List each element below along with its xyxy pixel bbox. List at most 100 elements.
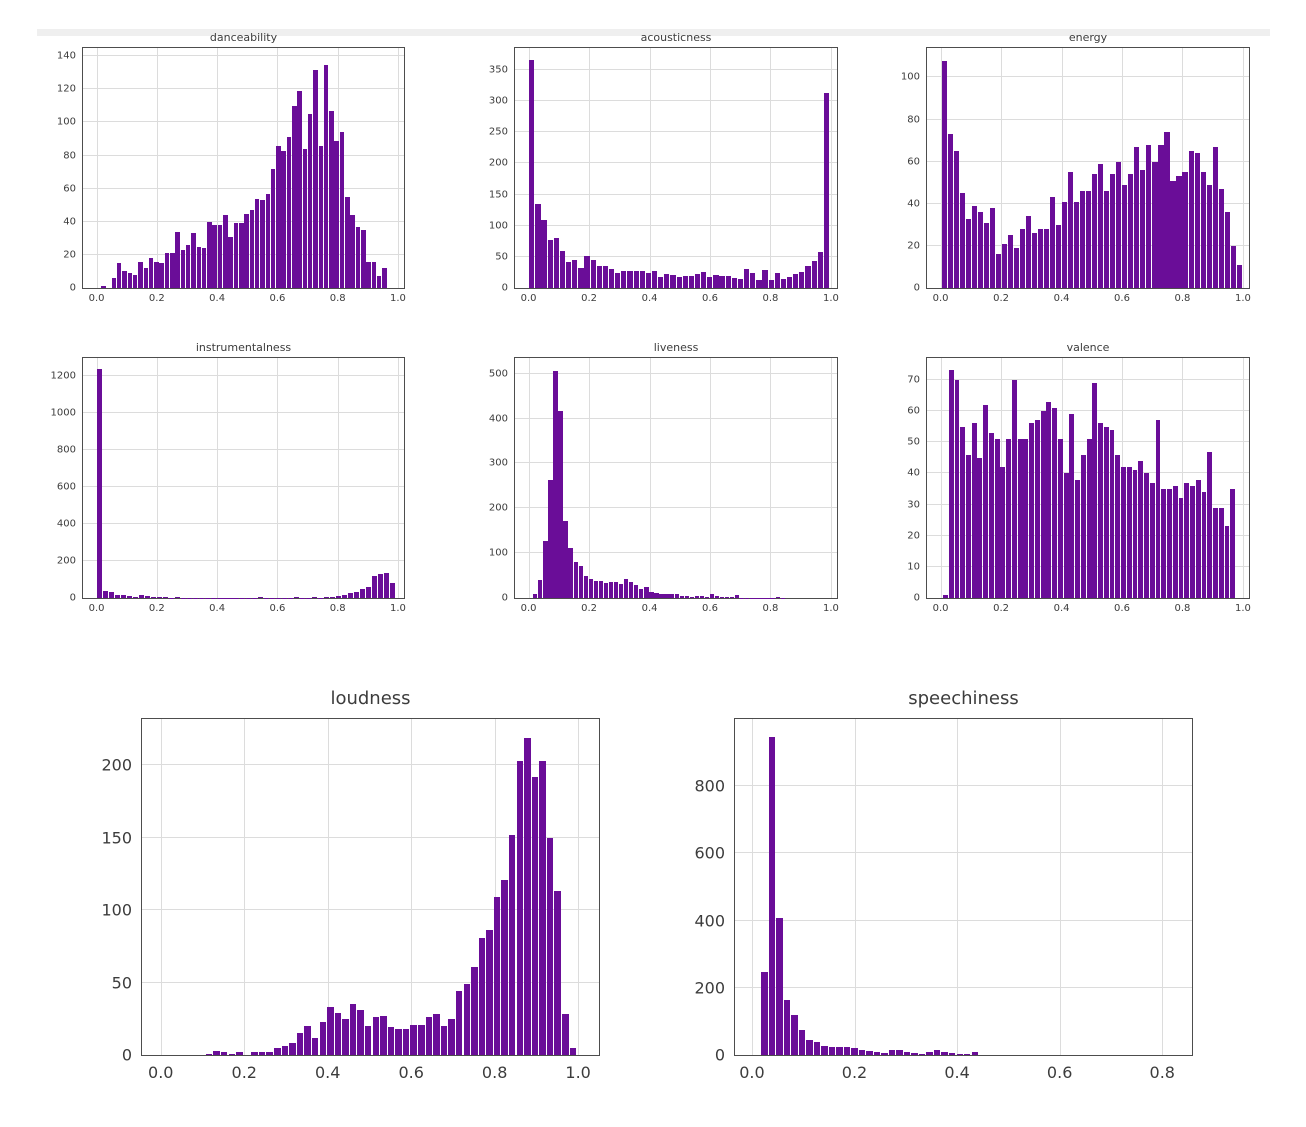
- histogram-bar: [221, 1052, 228, 1055]
- x-tick-label: 0.2: [581, 293, 598, 304]
- plot-area-loudness: 0.0 0.2 0.4 0.6 0.8 1.0 0 50 100 150 200: [101, 718, 600, 1082]
- figure-top-band: [37, 29, 1270, 36]
- histogram-bar: [926, 1052, 933, 1055]
- histogram-bar: [639, 588, 644, 598]
- histogram-bar: [1110, 174, 1116, 288]
- x-gridline: [589, 48, 591, 288]
- histogram-bar: [281, 150, 286, 288]
- histogram-bar: [395, 1028, 402, 1055]
- histogram-bar: [1046, 401, 1052, 598]
- histogram-bar: [342, 1018, 349, 1055]
- y-gridline: [83, 88, 404, 90]
- y-gridline: [83, 154, 404, 156]
- histogram-bar: [566, 262, 572, 288]
- histogram-bar: [562, 1014, 569, 1055]
- chart-title-instrumentalness: instrumentalness: [195, 341, 292, 354]
- y-tick-label: 400: [56, 518, 76, 530]
- histogram-bar: [645, 273, 652, 288]
- plot-area-liveness: 0.0 0.2 0.4 0.6 0.8 1.0 0 100 200 300 400 500: [489, 357, 839, 614]
- histogram-bar: [382, 268, 387, 288]
- histogram-bar: [1164, 132, 1170, 288]
- x-tick-label: 0.4: [1053, 603, 1070, 614]
- histogram-bar: [866, 1050, 873, 1055]
- histogram-bar: [563, 521, 568, 598]
- x-gridline: [1001, 48, 1003, 288]
- histogram-instrumentalness: instrumentalness 0.0 0.2 0.4 0.6 0.8 1.0 0 200 4…: [51, 341, 406, 614]
- histogram-bar: [418, 1024, 425, 1055]
- histogram-bar: [603, 583, 609, 598]
- histogram-bar: [813, 1041, 821, 1055]
- y-gridline: [142, 981, 599, 983]
- y-gridline: [83, 486, 404, 488]
- histogram-bar: [669, 594, 674, 598]
- x-tick-label: 0.2: [993, 293, 1010, 304]
- histogram-bar: [995, 254, 1002, 288]
- x-tick-label: 0.4: [209, 603, 226, 614]
- histogram-loudness: loudness 0.0 0.2 0.4 0.6 0.8 1.0 0 50 100 150 200: [101, 688, 600, 1082]
- histogram-bar: [627, 270, 633, 288]
- x-tick-label: 0.6: [1114, 603, 1130, 614]
- y-tick-label: 800: [694, 776, 725, 796]
- y-gridline: [735, 852, 1192, 854]
- x-tick-label: 0.4: [641, 293, 658, 304]
- y-tick-label: 50: [495, 251, 508, 263]
- histogram-bar: [361, 230, 366, 288]
- x-tick-label: 0.0: [932, 293, 949, 304]
- histogram-bar: [873, 1052, 881, 1055]
- histogram-bar: [366, 261, 371, 288]
- histogram-bar: [1116, 161, 1122, 288]
- x-gridline: [1242, 358, 1244, 598]
- x-tick-label: 0.0: [520, 603, 537, 614]
- chart-title-acousticness: acousticness: [640, 31, 712, 44]
- y-tick-label: 0: [501, 592, 508, 604]
- histogram-bar: [744, 269, 750, 288]
- x-tick-label: 0.6: [269, 603, 286, 614]
- x-gridline: [940, 358, 942, 598]
- x-tick-label: 0.4: [641, 603, 658, 614]
- y-gridline: [927, 76, 1249, 78]
- histogram-bar: [707, 277, 713, 288]
- x-gridline: [940, 48, 942, 288]
- histogram-bar: [1032, 233, 1038, 288]
- y-tick-label: 600: [56, 481, 76, 493]
- y-gridline: [515, 68, 837, 70]
- histogram-bar: [989, 208, 996, 288]
- x-gridline: [1242, 48, 1244, 288]
- histogram-bar: [239, 223, 244, 288]
- histogram-bar: [531, 776, 539, 1055]
- histogram-bar: [212, 225, 217, 288]
- histogram-bar: [896, 1049, 903, 1055]
- histogram-bar: [768, 279, 774, 288]
- y-gridline: [83, 375, 404, 377]
- histogram-bar: [254, 198, 260, 288]
- histogram-bar: [618, 583, 624, 598]
- histogram-bar: [296, 1033, 304, 1055]
- histogram-bar: [201, 248, 207, 288]
- histogram-bar: [1014, 248, 1020, 288]
- y-tick-label: 0: [69, 592, 76, 604]
- histogram-bar: [127, 595, 133, 598]
- x-gridline: [649, 48, 651, 288]
- histogram-bar: [433, 1014, 440, 1055]
- histogram-bar: [509, 834, 516, 1055]
- y-gridline: [735, 986, 1192, 988]
- histogram-bar: [1172, 485, 1178, 598]
- histogram-bar: [1149, 482, 1155, 598]
- histogram-bar: [334, 1013, 342, 1055]
- histogram-bar: [297, 91, 302, 288]
- histogram-bar: [558, 410, 563, 598]
- histogram-bar: [170, 253, 175, 288]
- y-tick-label: 40: [63, 216, 76, 228]
- histogram-bar: [768, 737, 776, 1055]
- histogram-bar: [185, 244, 191, 288]
- histogram-bar: [731, 278, 737, 288]
- histogram-bar: [851, 1048, 858, 1055]
- histogram-bar: [674, 593, 679, 598]
- x-tick-label: 0.6: [269, 293, 286, 304]
- chart-title-liveness: liveness: [653, 341, 699, 354]
- histogram-bar: [347, 592, 353, 598]
- histogram-bar: [1190, 485, 1195, 598]
- histogram-bar: [276, 145, 281, 288]
- y-tick-label: 40: [907, 198, 920, 210]
- plot-area-valence: 0.0 0.2 0.4 0.6 0.8 1.0 0 10 20 30 40 50 60 70: [907, 357, 1251, 614]
